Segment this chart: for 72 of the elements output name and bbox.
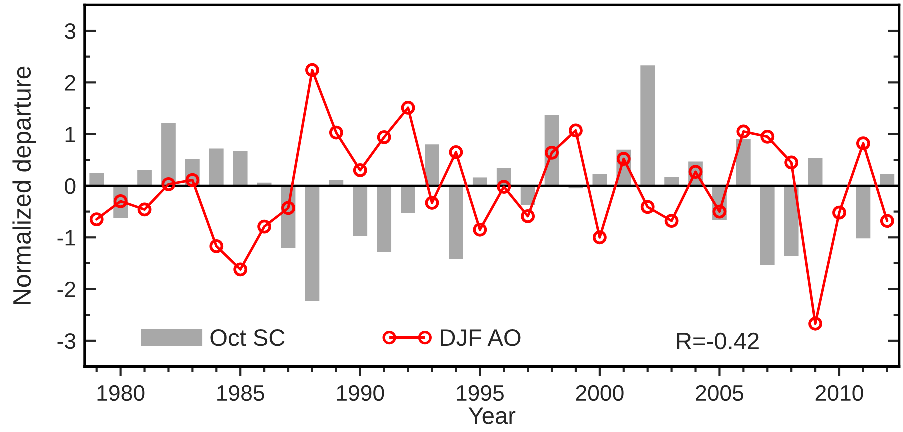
point [114, 194, 128, 208]
x-tick-label: 1985 [218, 385, 264, 402]
bar [162, 122, 176, 186]
y-tick-label: 2 [65, 75, 76, 91]
bar [808, 158, 823, 186]
bar [401, 186, 416, 214]
x-tick-label: 2005 [696, 385, 744, 402]
point [401, 101, 416, 115]
point [569, 124, 583, 138]
legend-label: DJF AO [441, 330, 521, 346]
y-tick-label: -3 [58, 333, 76, 350]
x-tick-label: 1995 [457, 385, 504, 402]
bar [760, 186, 775, 266]
point [353, 164, 368, 178]
bar [90, 173, 104, 186]
x-tick-label: 2000 [576, 385, 624, 402]
point [306, 63, 320, 78]
point [521, 210, 536, 224]
point [282, 201, 296, 216]
point [234, 262, 248, 277]
point [90, 212, 104, 226]
point [138, 202, 152, 217]
bar [640, 66, 656, 186]
point [473, 222, 488, 237]
bar [425, 144, 440, 186]
point [688, 165, 703, 179]
point [712, 204, 727, 219]
point [880, 214, 894, 228]
point [664, 214, 679, 228]
y-tick-label: -2 [58, 282, 76, 298]
point [616, 152, 631, 166]
point [162, 177, 176, 192]
annotation: R=-0.42 [677, 332, 759, 350]
point [377, 130, 392, 144]
bar [353, 186, 368, 236]
bar [880, 174, 895, 186]
point [760, 130, 775, 144]
bar [138, 170, 152, 186]
bar [592, 174, 608, 186]
point [186, 173, 200, 188]
bar [209, 148, 224, 186]
x-tick-label: 1980 [98, 385, 145, 402]
y-tick-label: 3 [65, 24, 76, 40]
bar [784, 186, 799, 256]
point [545, 146, 559, 160]
point [832, 206, 846, 220]
bar [377, 186, 392, 252]
point [784, 156, 799, 170]
point [808, 316, 822, 331]
bar [449, 186, 464, 260]
x-tick-label: 2010 [816, 385, 864, 402]
bar [305, 186, 320, 302]
point [640, 200, 655, 214]
bar [736, 138, 751, 186]
point [497, 180, 512, 194]
y-tick-label: 1 [66, 127, 76, 142]
x-axis-title: Year [468, 408, 516, 424]
y-axis-title: Normalized departure [12, 66, 36, 304]
y-tick-label: -1 [58, 230, 76, 246]
point [425, 196, 440, 210]
point [592, 230, 607, 245]
point [210, 239, 224, 254]
point [329, 126, 344, 140]
point [258, 220, 272, 234]
bar [856, 186, 871, 239]
point [736, 124, 751, 139]
point [856, 136, 870, 151]
x-tick-label: 1990 [337, 385, 384, 402]
point [449, 145, 464, 160]
y-tick-label: 0 [65, 178, 76, 194]
bar [233, 151, 248, 186]
legend-label: Oct SC [210, 330, 285, 346]
